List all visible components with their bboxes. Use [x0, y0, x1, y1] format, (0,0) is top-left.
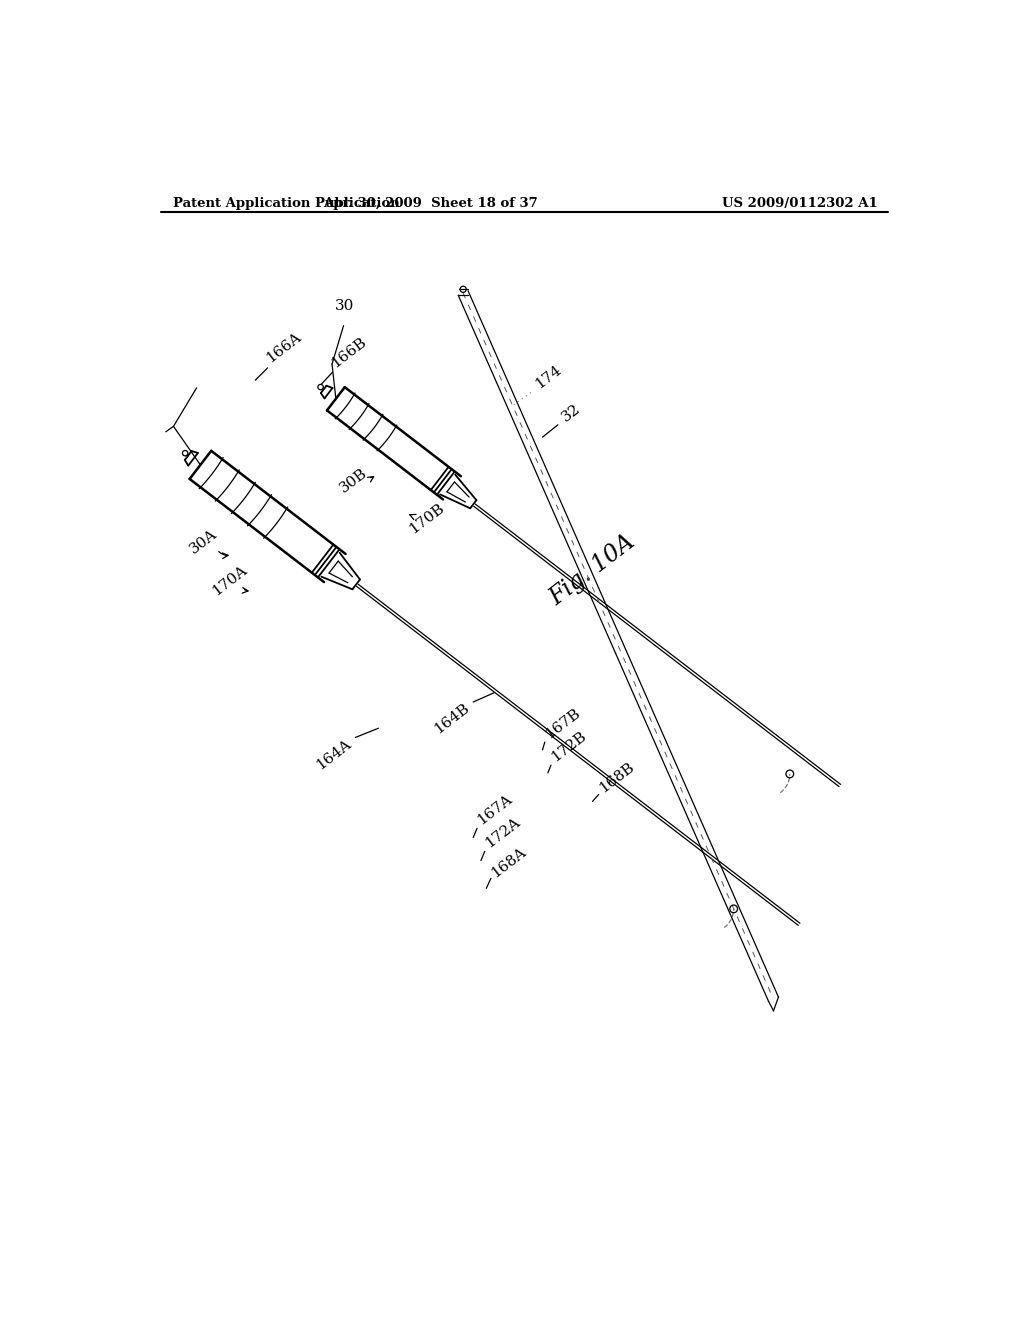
Text: 168A: 168A	[488, 845, 528, 880]
Text: Fig. 10A: Fig. 10A	[546, 531, 640, 610]
Text: 164B: 164B	[431, 701, 472, 737]
Text: US 2009/0112302 A1: US 2009/0112302 A1	[722, 197, 878, 210]
Text: 172A: 172A	[482, 816, 522, 851]
Text: 167B: 167B	[542, 706, 583, 742]
Text: 170A: 170A	[209, 562, 249, 598]
Text: 164A: 164A	[313, 737, 354, 772]
Text: 32: 32	[559, 401, 583, 424]
Text: 167A: 167A	[474, 792, 515, 828]
Text: 30B: 30B	[338, 466, 371, 495]
Text: 168B: 168B	[596, 760, 637, 796]
Text: Apr. 30, 2009  Sheet 18 of 37: Apr. 30, 2009 Sheet 18 of 37	[324, 197, 539, 210]
Text: Patent Application Publication: Patent Application Publication	[173, 197, 399, 210]
Text: 166B: 166B	[329, 335, 370, 371]
Text: 172B: 172B	[548, 729, 589, 764]
Text: 170B: 170B	[407, 502, 447, 536]
Text: 174: 174	[532, 362, 564, 391]
Text: 30: 30	[335, 300, 354, 313]
Text: 166A: 166A	[263, 330, 304, 366]
Text: 30A: 30A	[187, 527, 220, 557]
